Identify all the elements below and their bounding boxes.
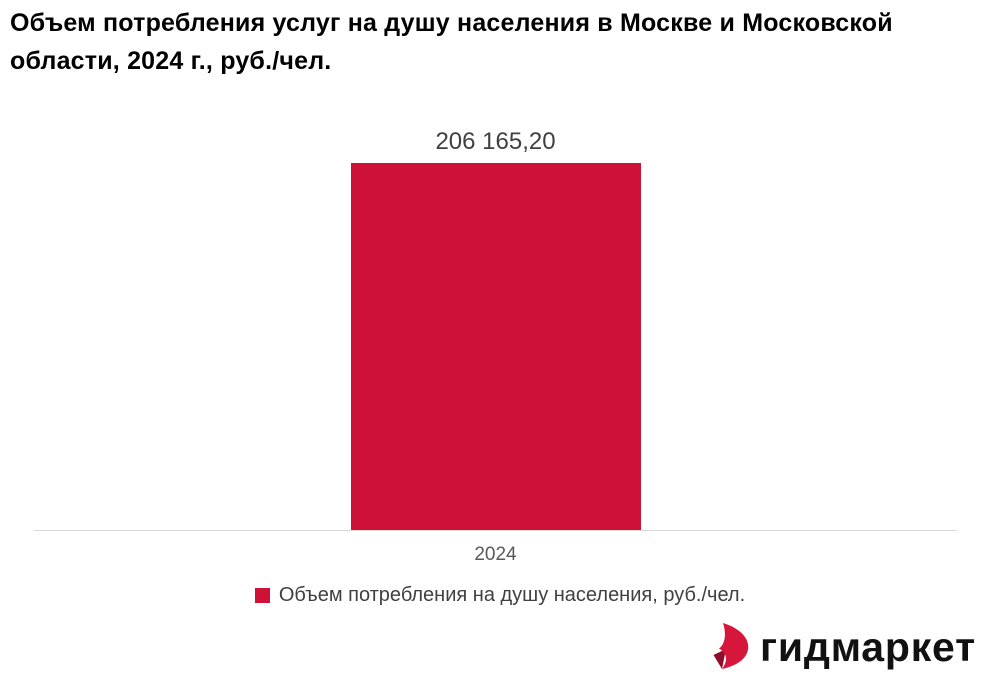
legend: Объем потребления на душу населения, руб… — [0, 584, 1000, 607]
gidmarket-logo: гидмаркет — [712, 623, 976, 671]
bar-column: 206 165,20 — [350, 120, 641, 530]
plot-area: 206 165,20 — [34, 120, 957, 531]
gidmarket-flame-icon — [713, 623, 749, 669]
x-axis-tick-2024: 2024 — [474, 544, 517, 565]
chart-title: Объем потребления услуг на душу населени… — [10, 9, 893, 75]
bar-value-label: 206 165,20 — [435, 127, 556, 155]
legend-swatch-icon — [254, 588, 270, 603]
legend-label: Объем потребления на душу населения, руб… — [278, 584, 746, 606]
logo-text: гидмаркет — [759, 623, 976, 670]
bar-2024 — [350, 162, 641, 530]
